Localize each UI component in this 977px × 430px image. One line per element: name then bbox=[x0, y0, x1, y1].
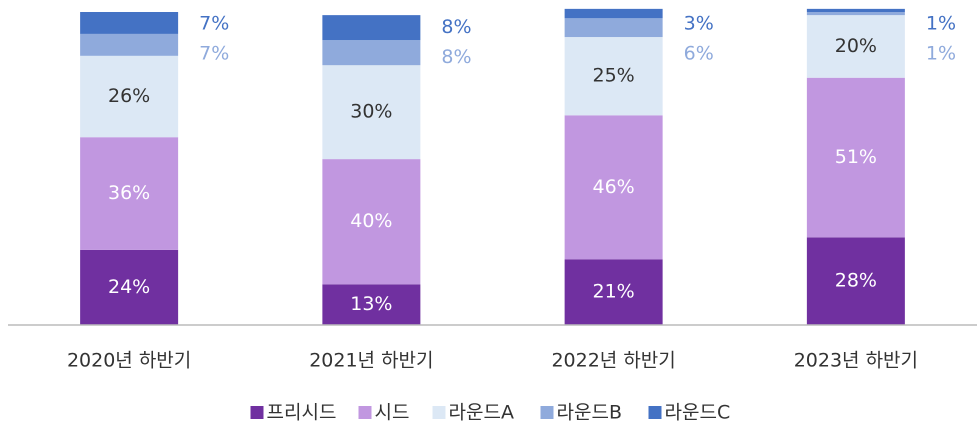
value-label: 7% bbox=[199, 13, 229, 35]
value-label: 7% bbox=[199, 43, 229, 65]
bar-segment bbox=[80, 12, 179, 34]
legend-label: 시드 bbox=[375, 402, 410, 424]
legend-swatch bbox=[358, 406, 372, 419]
bar-segment bbox=[806, 237, 905, 325]
bar-segment bbox=[564, 259, 663, 325]
x-tick-label: 2020년 하반기 bbox=[67, 350, 191, 372]
value-label: 21% bbox=[593, 281, 635, 303]
bar-segment bbox=[564, 115, 663, 260]
value-label: 51% bbox=[835, 146, 877, 168]
bar-segment bbox=[806, 15, 905, 78]
x-tick-label: 2023년 하반기 bbox=[794, 350, 918, 372]
value-label: 20% bbox=[835, 35, 877, 57]
value-label: 1% bbox=[926, 13, 956, 35]
bar-segment bbox=[80, 33, 179, 56]
legend-label: 프리시드 bbox=[267, 402, 337, 424]
value-label: 28% bbox=[835, 270, 877, 292]
bar-segment bbox=[322, 284, 421, 325]
value-label: 6% bbox=[684, 43, 714, 65]
legend-label: 라운드B bbox=[557, 402, 622, 424]
bar-segment bbox=[80, 55, 179, 138]
value-label: 24% bbox=[108, 276, 150, 298]
bar-segment bbox=[322, 159, 421, 285]
bar-segment bbox=[564, 8, 663, 19]
value-label: 8% bbox=[441, 46, 471, 68]
value-label: 36% bbox=[108, 182, 150, 204]
value-label: 30% bbox=[350, 101, 392, 123]
x-tick-label: 2021년 하반기 bbox=[309, 350, 433, 372]
bar-segment bbox=[806, 8, 905, 12]
bar-segment bbox=[80, 137, 179, 250]
legend-swatch bbox=[540, 406, 554, 419]
legend-swatch bbox=[250, 406, 264, 419]
legend-swatch bbox=[432, 406, 446, 419]
x-tick-label: 2022년 하반기 bbox=[551, 350, 675, 372]
bar-segment bbox=[322, 40, 421, 66]
value-label: 40% bbox=[350, 210, 392, 232]
bar-segment bbox=[322, 65, 421, 160]
value-label: 8% bbox=[441, 16, 471, 38]
bar-segment bbox=[806, 12, 905, 16]
value-label: 46% bbox=[593, 176, 635, 198]
value-label: 13% bbox=[350, 293, 392, 315]
value-label: 26% bbox=[108, 85, 150, 107]
legend-label: 라운드C bbox=[665, 402, 731, 424]
bar-segment bbox=[564, 18, 663, 38]
bar-segment bbox=[80, 249, 179, 325]
value-label: 25% bbox=[593, 65, 635, 87]
legend-label: 라운드A bbox=[449, 402, 514, 424]
bar-segment bbox=[806, 77, 905, 238]
legend-swatch bbox=[648, 406, 662, 419]
value-label: 3% bbox=[684, 13, 714, 35]
bar-segment bbox=[322, 15, 421, 41]
bar-segment bbox=[564, 37, 663, 116]
value-label: 1% bbox=[926, 43, 956, 65]
